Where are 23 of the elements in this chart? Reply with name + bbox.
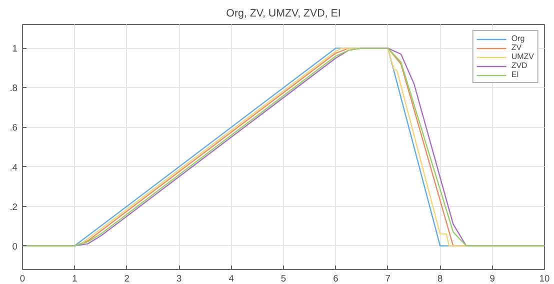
x-tick-label: 4: [228, 274, 234, 284]
x-tick-label: 8: [438, 274, 443, 284]
x-tick-label: 2: [124, 274, 130, 284]
x-tick-label: 3: [176, 274, 182, 284]
x-tick-label: 5: [280, 274, 286, 284]
x-tick-label: 9: [490, 274, 495, 284]
y-tick-label: .8: [10, 83, 18, 94]
y-tick-label: 1: [12, 44, 18, 54]
chart-title: Org, ZV, UMZV, ZVD, EI: [226, 8, 341, 20]
x-tick-label: 7: [385, 274, 391, 284]
y-tick-label: .6: [10, 122, 18, 133]
y-tick-label: .4: [10, 162, 18, 172]
x-tick-label: 1: [72, 274, 78, 284]
legend-label: EI: [511, 70, 520, 79]
y-tick-label: .2: [10, 202, 18, 212]
x-tick-label: 6: [333, 274, 338, 284]
x-tick-label: 10: [539, 274, 550, 284]
legend-label: UMZV: [511, 52, 534, 61]
y-tick-label: 0: [12, 241, 18, 252]
legend-label: ZVD: [511, 61, 528, 70]
legend-label: Org: [511, 34, 526, 43]
x-tick-label: 0: [20, 274, 26, 284]
legend-label: ZV: [511, 43, 523, 52]
